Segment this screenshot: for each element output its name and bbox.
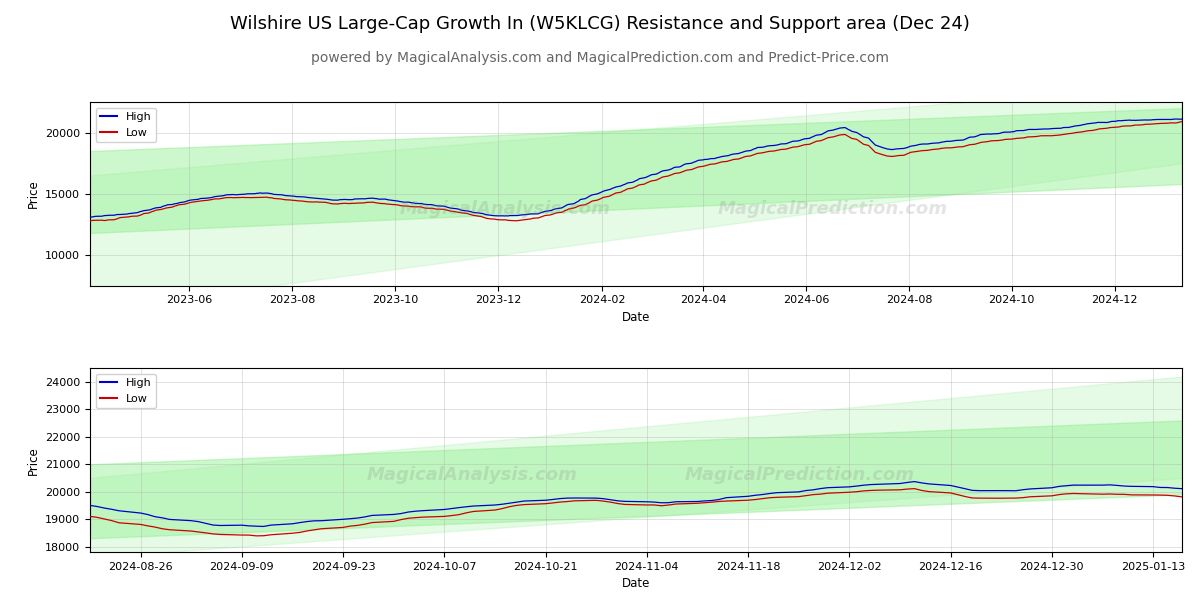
Text: powered by MagicalAnalysis.com and MagicalPrediction.com and Predict-Price.com: powered by MagicalAnalysis.com and Magic… [311,51,889,65]
Legend: High, Low: High, Low [96,374,156,409]
Y-axis label: Price: Price [26,179,40,208]
Text: MagicalAnalysis.com: MagicalAnalysis.com [367,466,577,484]
Text: Wilshire US Large-Cap Growth In (W5KLCG) Resistance and Support area (Dec 24): Wilshire US Large-Cap Growth In (W5KLCG)… [230,15,970,33]
Text: MagicalPrediction.com: MagicalPrediction.com [718,200,948,218]
Text: MagicalPrediction.com: MagicalPrediction.com [685,466,914,484]
Y-axis label: Price: Price [26,446,40,475]
Text: MagicalAnalysis.com: MagicalAnalysis.com [400,200,611,218]
X-axis label: Date: Date [622,311,650,324]
X-axis label: Date: Date [622,577,650,590]
Legend: High, Low: High, Low [96,107,156,142]
